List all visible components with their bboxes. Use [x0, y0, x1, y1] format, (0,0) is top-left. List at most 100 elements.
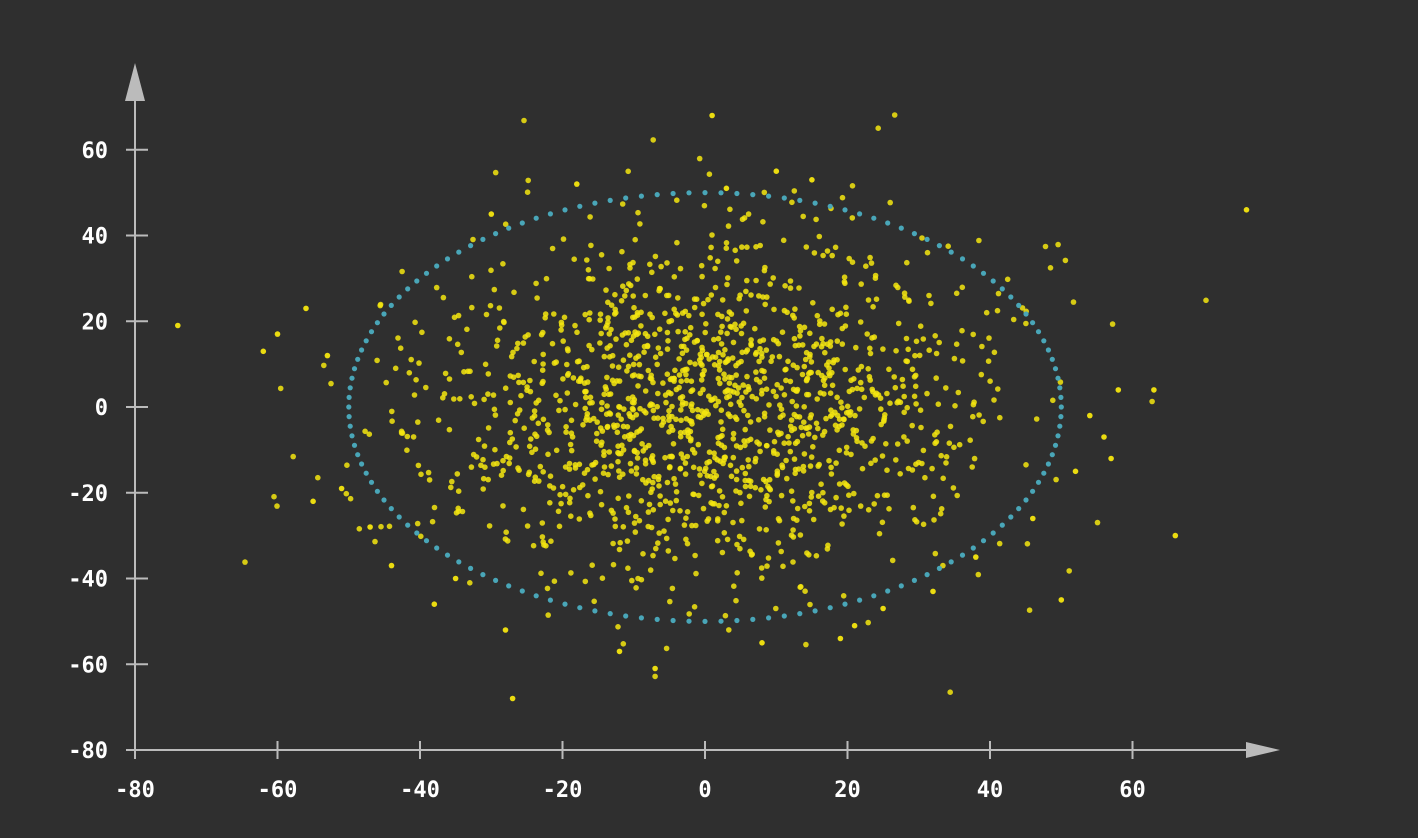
data-point: [839, 521, 845, 527]
ellipse-dot: [456, 559, 462, 565]
data-point: [780, 563, 786, 570]
data-point: [683, 536, 689, 543]
data-point: [1050, 397, 1056, 404]
data-point: [531, 408, 538, 414]
data-point: [578, 375, 584, 382]
data-point: [539, 367, 546, 374]
data-point: [691, 296, 698, 302]
data-point: [520, 506, 527, 513]
data-point: [919, 235, 925, 241]
data-point: [821, 391, 827, 397]
data-point: [884, 492, 890, 499]
data-point: [820, 489, 826, 496]
ticks-layer: -80 -60 -40 -20 0 20 40 60 -80 -60 -40 -20 0 20 40 60: [68, 139, 1146, 803]
data-point: [867, 350, 874, 357]
ellipse-dot: [718, 190, 724, 196]
ellipse-dot: [1041, 470, 1047, 476]
data-point: [367, 524, 373, 530]
data-point: [549, 245, 556, 252]
data-point: [740, 382, 746, 388]
data-point: [857, 503, 864, 509]
data-point: [707, 254, 713, 261]
data-point: [811, 250, 818, 256]
data-point: [442, 370, 449, 377]
ellipse-dot: [638, 615, 645, 621]
data-point: [633, 355, 639, 361]
data-point: [570, 375, 577, 381]
data-point: [791, 426, 798, 432]
data-point: [699, 362, 705, 369]
data-point: [662, 454, 668, 461]
data-point: [653, 545, 659, 552]
data-point: [798, 424, 805, 431]
data-point: [782, 367, 788, 373]
data-point: [745, 457, 751, 463]
data-point: [945, 243, 951, 249]
data-point: [1023, 320, 1029, 327]
data-point: [853, 435, 860, 441]
data-point: [701, 367, 707, 374]
y-tick-label: 40: [82, 225, 109, 250]
data-point: [886, 366, 892, 373]
data-point: [893, 348, 899, 354]
data-point: [425, 469, 432, 476]
data-point: [719, 323, 725, 330]
data-point: [678, 407, 684, 413]
data-point: [598, 330, 604, 337]
data-point: [678, 378, 684, 385]
data-point: [973, 554, 979, 560]
data-point: [763, 442, 770, 449]
data-point: [546, 429, 552, 436]
data-point: [829, 382, 836, 389]
data-point: [867, 345, 873, 352]
data-point: [630, 293, 636, 299]
ellipse-dot: [827, 605, 833, 611]
data-point: [918, 424, 924, 431]
ellipse-dot: [405, 522, 411, 528]
data-point: [612, 516, 618, 522]
data-point: [553, 392, 559, 399]
data-point: [773, 605, 779, 612]
data-point: [838, 399, 844, 406]
data-point: [994, 307, 1001, 314]
data-point: [760, 337, 767, 343]
data-point: [619, 201, 626, 207]
data-point: [521, 425, 527, 432]
data-point: [604, 374, 610, 381]
ellipse-dot: [936, 243, 943, 249]
ellipse-dot: [349, 433, 355, 439]
data-point: [568, 570, 574, 576]
data-point: [796, 323, 803, 330]
data-point: [730, 339, 737, 346]
data-point: [564, 361, 570, 368]
ellipse-dot: [592, 200, 598, 206]
data-point: [503, 529, 510, 535]
data-point: [813, 216, 819, 223]
data-point: [518, 392, 524, 399]
data-point: [724, 536, 731, 543]
data-point: [739, 517, 745, 524]
data-point: [931, 517, 937, 523]
data-point: [867, 254, 873, 261]
data-point: [920, 521, 927, 528]
data-point: [568, 513, 574, 519]
data-point: [786, 440, 792, 446]
data-point: [662, 310, 668, 317]
data-point: [483, 311, 490, 318]
data-point: [779, 464, 786, 471]
data-point: [670, 377, 676, 383]
data-point: [539, 534, 546, 540]
y-axis-arrow: [125, 63, 145, 101]
data-point: [797, 333, 803, 339]
data-point: [640, 448, 646, 454]
data-point: [560, 236, 567, 242]
data-point: [377, 301, 384, 308]
data-point: [691, 604, 698, 610]
data-point: [613, 336, 619, 342]
data-point: [650, 552, 656, 559]
data-point: [726, 393, 733, 400]
data-point: [758, 391, 765, 397]
data-point: [800, 463, 807, 470]
data-point: [930, 493, 937, 500]
data-point: [737, 489, 743, 496]
